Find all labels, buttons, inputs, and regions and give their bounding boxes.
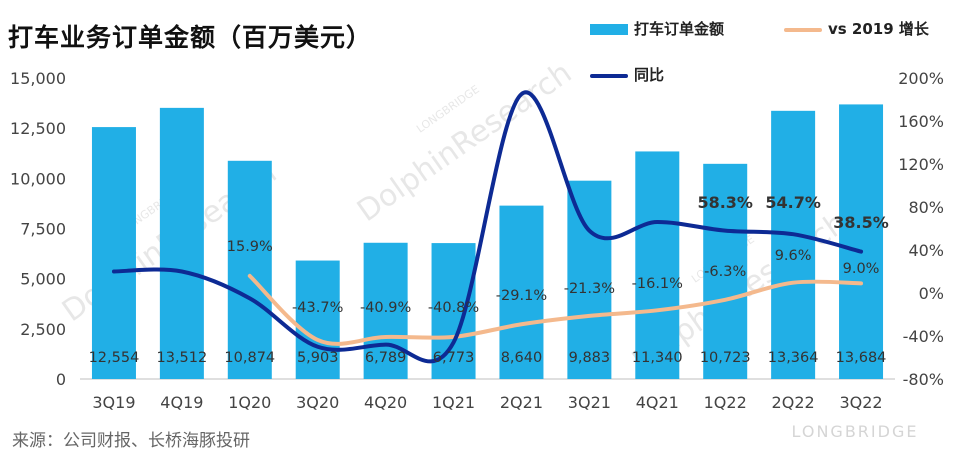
yoy-value-label: 38.5% — [833, 213, 889, 232]
legend-yoy-label: 同比 — [634, 66, 665, 84]
bar-1Q22 — [703, 163, 748, 379]
x-tick-label: 3Q22 — [839, 393, 882, 412]
bar-value-label: 9,883 — [569, 350, 611, 366]
x-tick-label: 1Q22 — [704, 393, 747, 412]
y-left-tick-label: 2,500 — [20, 320, 66, 339]
y-right-tick-label: 0% — [919, 284, 944, 303]
legend-vs2019-label: vs 2019 增长 — [828, 20, 929, 38]
legend-yoy-swatch — [590, 73, 628, 78]
y-right-tick-label: 40% — [908, 241, 944, 260]
y-left-tick-label: 7,500 — [20, 220, 66, 239]
vs2019-value-label: -21.3% — [564, 281, 615, 297]
vs2019-value-label: -29.1% — [496, 288, 547, 304]
y-right-tick-label: 160% — [898, 112, 944, 131]
x-tick-label: 3Q21 — [568, 393, 611, 412]
bar-value-label: 10,723 — [700, 350, 751, 366]
vs2019-value-label: 15.9% — [227, 239, 273, 255]
vs2019-value-label: -16.1% — [632, 276, 683, 292]
vs2019-value-label: -40.9% — [360, 300, 411, 316]
bar-3Q21 — [567, 180, 612, 379]
x-tick-label: 4Q21 — [636, 393, 679, 412]
bar-4Q21 — [635, 151, 680, 379]
x-tick-label: 1Q20 — [228, 393, 271, 412]
x-tick-label: 4Q19 — [160, 393, 203, 412]
bar-value-label: 5,903 — [297, 350, 339, 366]
bar-1Q21 — [431, 243, 476, 379]
y-right-tick-label: 200% — [898, 69, 944, 88]
vs2019-value-label: -43.7% — [292, 300, 343, 316]
bar-4Q20 — [363, 242, 408, 379]
source-note: 来源：公司财报、长桥海豚投研 — [12, 431, 250, 451]
bar-3Q19 — [91, 127, 136, 379]
vs2019-value-label: 9.6% — [775, 248, 812, 264]
bar-value-label: 13,684 — [836, 350, 887, 366]
vs2019-value-label: -6.3% — [704, 264, 746, 280]
bar-2Q21 — [499, 205, 544, 379]
watermark-logo-text: LONGBRIDGE — [792, 422, 919, 441]
bar-value-label: 10,874 — [224, 350, 275, 366]
legend-item-bar: 打车订单金额 — [590, 18, 724, 39]
bar-3Q22 — [839, 104, 884, 380]
line-vs2019 — [247, 273, 864, 346]
x-tick-label: 2Q22 — [772, 393, 815, 412]
chart-title: 打车业务订单金额（百万美元） — [8, 23, 373, 52]
bar-value-label: 11,340 — [632, 350, 683, 366]
x-tick-label: 3Q20 — [296, 393, 339, 412]
y-right-tick-label: 120% — [898, 155, 944, 174]
watermark-text: DolphinResearch — [351, 55, 578, 229]
y-left-tick-label: 10,000 — [10, 169, 66, 188]
x-tick-label: 2Q21 — [500, 393, 543, 412]
bar-2Q22 — [771, 110, 816, 379]
yoy-value-label: 58.3% — [697, 193, 753, 212]
bar-value-label: 12,554 — [89, 350, 140, 366]
y-left-tick-label: 5,000 — [20, 270, 66, 289]
line-yoy — [111, 90, 864, 364]
bar-1Q20 — [227, 160, 272, 379]
x-tick-label: 4Q20 — [364, 393, 407, 412]
yoy-value-label: 54.7% — [765, 193, 821, 212]
legend-item-yoy: 同比 — [590, 64, 664, 85]
vs2019-value-label: -40.8% — [428, 300, 479, 316]
bar-4Q19 — [159, 107, 204, 380]
y-right-tick-label: -80% — [903, 370, 944, 389]
legend-bar-swatch — [590, 24, 628, 35]
bar-value-label: 6,789 — [365, 350, 407, 366]
vs2019-value-label: 9.0% — [843, 261, 880, 277]
y-right-tick-label: -40% — [903, 327, 944, 346]
y-right-tick-label: 80% — [908, 198, 944, 217]
x-tick-label: 3Q19 — [92, 393, 135, 412]
y-left-tick-label: 15,000 — [10, 69, 66, 88]
bar-3Q20 — [295, 260, 340, 379]
legend-bar-label: 打车订单金额 — [634, 20, 725, 38]
y-left-tick-label: 12,500 — [10, 119, 66, 138]
bar-value-label: 13,512 — [157, 350, 208, 366]
bar-value-label: 6,773 — [433, 350, 475, 366]
y-left-tick-label: 0 — [56, 370, 66, 389]
legend-item-vs2019: vs 2019 增长 — [784, 18, 929, 39]
x-tick-label: 1Q21 — [432, 393, 475, 412]
bar-value-label: 13,364 — [768, 350, 819, 366]
legend-vs2019-swatch — [784, 27, 822, 32]
bar-value-label: 8,640 — [501, 350, 543, 366]
